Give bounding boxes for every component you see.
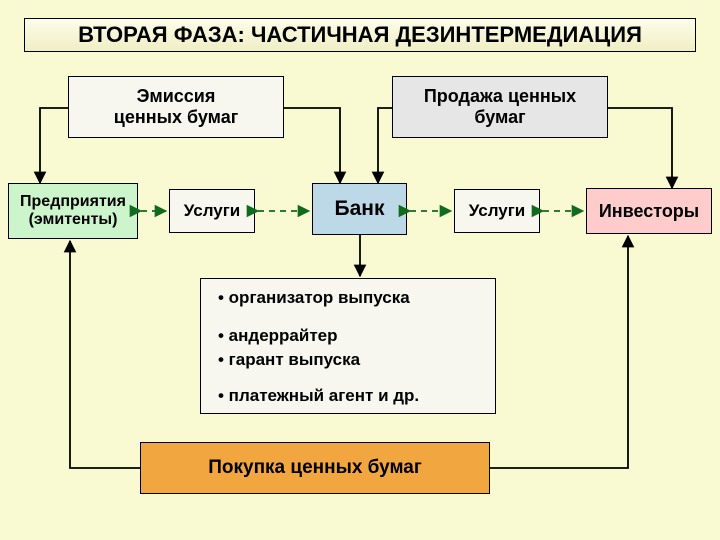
box-investors: Инвесторы [586, 188, 712, 234]
arrow-emission-issuers [40, 108, 68, 183]
arrow-buy-investors [490, 236, 628, 468]
bullet-3: • гарант выпуска [218, 350, 360, 370]
box-sale: Продажа ценныхбумаг [392, 76, 608, 138]
title-text: ВТОРАЯ ФАЗА: ЧАСТИЧНАЯ ДЕЗИНТЕРМЕДИАЦИЯ [78, 22, 642, 47]
box-issuers: Предприятия(эмитенты) [8, 183, 138, 239]
box-services-left: Услуги [169, 189, 255, 233]
arrow-emission-bank [284, 108, 340, 183]
bullet-1: • организатор выпуска [218, 288, 410, 308]
box-services-right: Услуги [454, 189, 540, 233]
arrow-sale-bank [378, 108, 392, 183]
box-emission: Эмиссияценных бумаг [68, 76, 284, 138]
arrow-buy-issuers [70, 241, 140, 468]
bullet-4: • платежный агент и др. [218, 386, 419, 406]
box-buy: Покупка ценных бумаг [140, 442, 490, 494]
arrow-sale-investors [608, 108, 672, 188]
title-bar: ВТОРАЯ ФАЗА: ЧАСТИЧНАЯ ДЕЗИНТЕРМЕДИАЦИЯ [24, 18, 696, 52]
box-bank: Банк [312, 183, 407, 235]
bullet-2: • андеррайтер [218, 326, 337, 346]
